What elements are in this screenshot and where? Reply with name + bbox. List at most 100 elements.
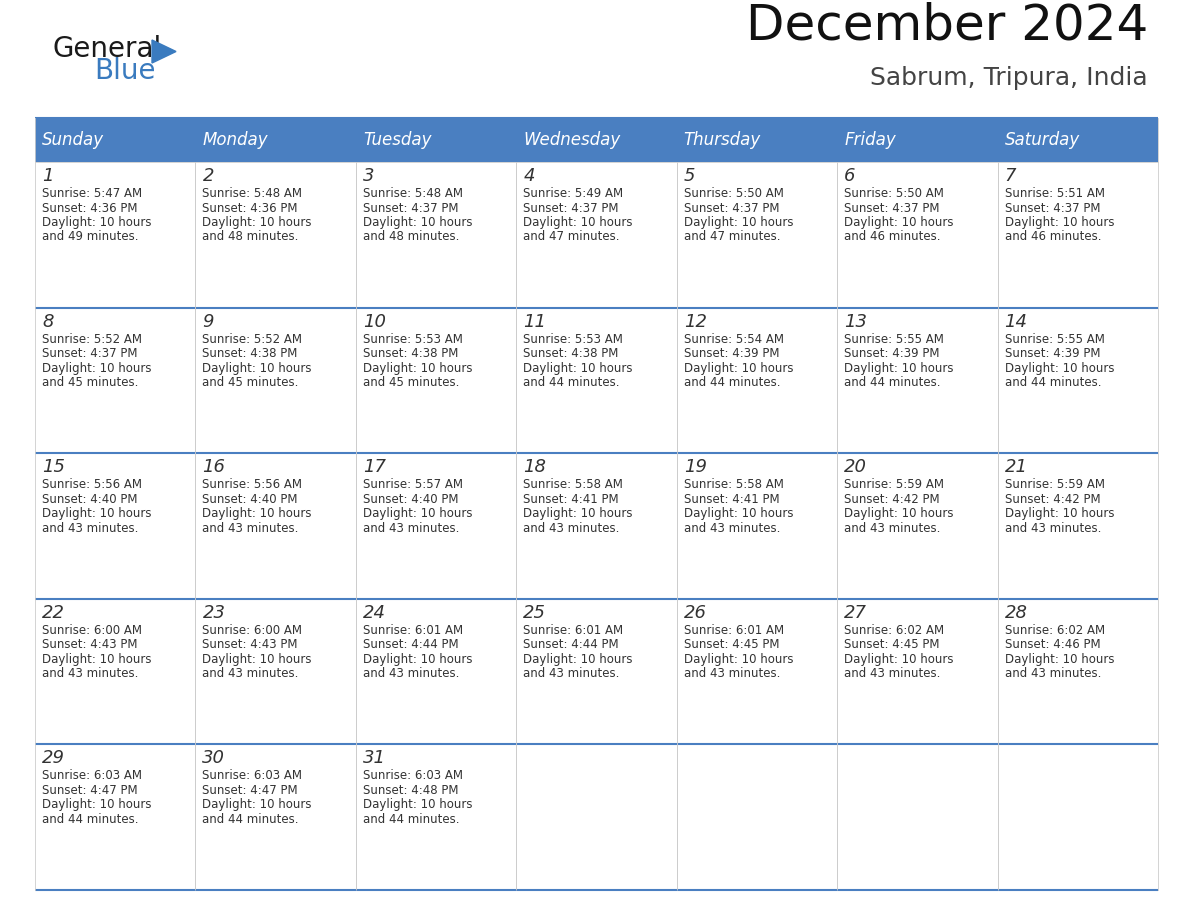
Text: Sunset: 4:39 PM: Sunset: 4:39 PM xyxy=(684,347,779,360)
Text: Daylight: 10 hours: Daylight: 10 hours xyxy=(684,653,794,666)
Text: Wednesday: Wednesday xyxy=(523,131,620,149)
Bar xyxy=(34,118,196,162)
Text: Daylight: 10 hours: Daylight: 10 hours xyxy=(684,508,794,521)
Text: Sunset: 4:43 PM: Sunset: 4:43 PM xyxy=(42,638,138,651)
Text: Sunrise: 5:55 AM: Sunrise: 5:55 AM xyxy=(1005,332,1105,345)
Text: and 44 minutes.: and 44 minutes. xyxy=(42,813,139,826)
Text: Sunrise: 5:56 AM: Sunrise: 5:56 AM xyxy=(42,478,143,491)
Text: Daylight: 10 hours: Daylight: 10 hours xyxy=(845,508,954,521)
Text: Sunset: 4:42 PM: Sunset: 4:42 PM xyxy=(1005,493,1100,506)
Text: Sunset: 4:44 PM: Sunset: 4:44 PM xyxy=(523,638,619,651)
Text: and 48 minutes.: and 48 minutes. xyxy=(362,230,460,243)
Text: Daylight: 10 hours: Daylight: 10 hours xyxy=(202,362,312,375)
Text: and 43 minutes.: and 43 minutes. xyxy=(845,667,941,680)
Text: Daylight: 10 hours: Daylight: 10 hours xyxy=(523,362,633,375)
Text: Daylight: 10 hours: Daylight: 10 hours xyxy=(845,362,954,375)
Text: 13: 13 xyxy=(845,313,867,330)
Text: Friday: Friday xyxy=(845,131,896,149)
Bar xyxy=(517,118,677,162)
Text: 18: 18 xyxy=(523,458,546,476)
Text: Daylight: 10 hours: Daylight: 10 hours xyxy=(42,362,152,375)
Text: Sunrise: 5:48 AM: Sunrise: 5:48 AM xyxy=(202,187,303,200)
Text: 22: 22 xyxy=(42,604,65,621)
Text: Sunset: 4:47 PM: Sunset: 4:47 PM xyxy=(42,784,138,797)
Text: Sunrise: 5:48 AM: Sunrise: 5:48 AM xyxy=(362,187,463,200)
Text: Sunset: 4:37 PM: Sunset: 4:37 PM xyxy=(1005,201,1100,215)
Text: Sunrise: 5:51 AM: Sunrise: 5:51 AM xyxy=(1005,187,1105,200)
Text: Sunset: 4:37 PM: Sunset: 4:37 PM xyxy=(362,201,459,215)
Text: and 46 minutes.: and 46 minutes. xyxy=(1005,230,1101,243)
Text: 25: 25 xyxy=(523,604,546,621)
Text: 15: 15 xyxy=(42,458,65,476)
Text: and 43 minutes.: and 43 minutes. xyxy=(1005,667,1101,680)
Text: Sunset: 4:45 PM: Sunset: 4:45 PM xyxy=(684,638,779,651)
Text: 5: 5 xyxy=(684,167,695,185)
Text: Daylight: 10 hours: Daylight: 10 hours xyxy=(42,216,152,229)
Text: Sunset: 4:46 PM: Sunset: 4:46 PM xyxy=(1005,638,1100,651)
Text: 20: 20 xyxy=(845,458,867,476)
Text: and 43 minutes.: and 43 minutes. xyxy=(845,521,941,534)
Text: Daylight: 10 hours: Daylight: 10 hours xyxy=(1005,362,1114,375)
Text: Sunset: 4:45 PM: Sunset: 4:45 PM xyxy=(845,638,940,651)
Text: and 43 minutes.: and 43 minutes. xyxy=(362,521,460,534)
Text: Sunrise: 5:52 AM: Sunrise: 5:52 AM xyxy=(202,332,303,345)
Text: Sunset: 4:42 PM: Sunset: 4:42 PM xyxy=(845,493,940,506)
Text: Daylight: 10 hours: Daylight: 10 hours xyxy=(1005,653,1114,666)
Text: 29: 29 xyxy=(42,749,65,767)
Text: Daylight: 10 hours: Daylight: 10 hours xyxy=(202,653,312,666)
Text: and 43 minutes.: and 43 minutes. xyxy=(523,667,620,680)
Text: and 43 minutes.: and 43 minutes. xyxy=(523,521,620,534)
Text: 26: 26 xyxy=(684,604,707,621)
Text: Sunrise: 6:03 AM: Sunrise: 6:03 AM xyxy=(362,769,463,782)
Text: Sunrise: 5:53 AM: Sunrise: 5:53 AM xyxy=(362,332,463,345)
Text: Daylight: 10 hours: Daylight: 10 hours xyxy=(362,653,473,666)
Text: Sunset: 4:36 PM: Sunset: 4:36 PM xyxy=(42,201,138,215)
Text: and 43 minutes.: and 43 minutes. xyxy=(42,667,138,680)
Text: Daylight: 10 hours: Daylight: 10 hours xyxy=(684,216,794,229)
Text: and 47 minutes.: and 47 minutes. xyxy=(523,230,620,243)
Text: and 43 minutes.: and 43 minutes. xyxy=(1005,521,1101,534)
Text: Daylight: 10 hours: Daylight: 10 hours xyxy=(202,508,312,521)
Text: Sunrise: 5:50 AM: Sunrise: 5:50 AM xyxy=(845,187,944,200)
Text: and 44 minutes.: and 44 minutes. xyxy=(684,376,781,389)
Text: 19: 19 xyxy=(684,458,707,476)
Text: 14: 14 xyxy=(1005,313,1028,330)
Text: 24: 24 xyxy=(362,604,386,621)
Text: and 47 minutes.: and 47 minutes. xyxy=(684,230,781,243)
Text: Sunrise: 6:03 AM: Sunrise: 6:03 AM xyxy=(42,769,143,782)
Bar xyxy=(998,118,1158,162)
Text: and 43 minutes.: and 43 minutes. xyxy=(684,521,781,534)
Text: Sunrise: 6:02 AM: Sunrise: 6:02 AM xyxy=(1005,624,1105,637)
Text: Daylight: 10 hours: Daylight: 10 hours xyxy=(523,508,633,521)
Text: and 43 minutes.: and 43 minutes. xyxy=(42,521,138,534)
Text: 2: 2 xyxy=(202,167,214,185)
Bar xyxy=(196,118,356,162)
Text: Sunset: 4:37 PM: Sunset: 4:37 PM xyxy=(845,201,940,215)
Text: Daylight: 10 hours: Daylight: 10 hours xyxy=(523,216,633,229)
Text: Sunrise: 6:02 AM: Sunrise: 6:02 AM xyxy=(845,624,944,637)
Text: Sunrise: 5:54 AM: Sunrise: 5:54 AM xyxy=(684,332,784,345)
Text: Sunset: 4:44 PM: Sunset: 4:44 PM xyxy=(362,638,459,651)
Text: Sunset: 4:40 PM: Sunset: 4:40 PM xyxy=(362,493,459,506)
Bar xyxy=(838,118,998,162)
Text: Sunrise: 5:47 AM: Sunrise: 5:47 AM xyxy=(42,187,143,200)
Text: Sunrise: 6:01 AM: Sunrise: 6:01 AM xyxy=(523,624,624,637)
Text: and 44 minutes.: and 44 minutes. xyxy=(202,813,299,826)
Text: Daylight: 10 hours: Daylight: 10 hours xyxy=(362,362,473,375)
Text: Sunrise: 5:50 AM: Sunrise: 5:50 AM xyxy=(684,187,784,200)
Text: Daylight: 10 hours: Daylight: 10 hours xyxy=(42,653,152,666)
Text: and 43 minutes.: and 43 minutes. xyxy=(362,667,460,680)
Text: 4: 4 xyxy=(523,167,535,185)
Text: Sunset: 4:47 PM: Sunset: 4:47 PM xyxy=(202,784,298,797)
Text: Daylight: 10 hours: Daylight: 10 hours xyxy=(362,799,473,812)
Text: Sunset: 4:40 PM: Sunset: 4:40 PM xyxy=(42,493,138,506)
Text: and 48 minutes.: and 48 minutes. xyxy=(202,230,299,243)
Text: Sabrum, Tripura, India: Sabrum, Tripura, India xyxy=(871,66,1148,90)
Text: and 45 minutes.: and 45 minutes. xyxy=(202,376,299,389)
Text: Daylight: 10 hours: Daylight: 10 hours xyxy=(42,508,152,521)
Text: and 44 minutes.: and 44 minutes. xyxy=(523,376,620,389)
Text: Sunrise: 5:57 AM: Sunrise: 5:57 AM xyxy=(362,478,463,491)
Text: 1: 1 xyxy=(42,167,53,185)
Text: Daylight: 10 hours: Daylight: 10 hours xyxy=(845,216,954,229)
Text: Sunrise: 5:59 AM: Sunrise: 5:59 AM xyxy=(845,478,944,491)
